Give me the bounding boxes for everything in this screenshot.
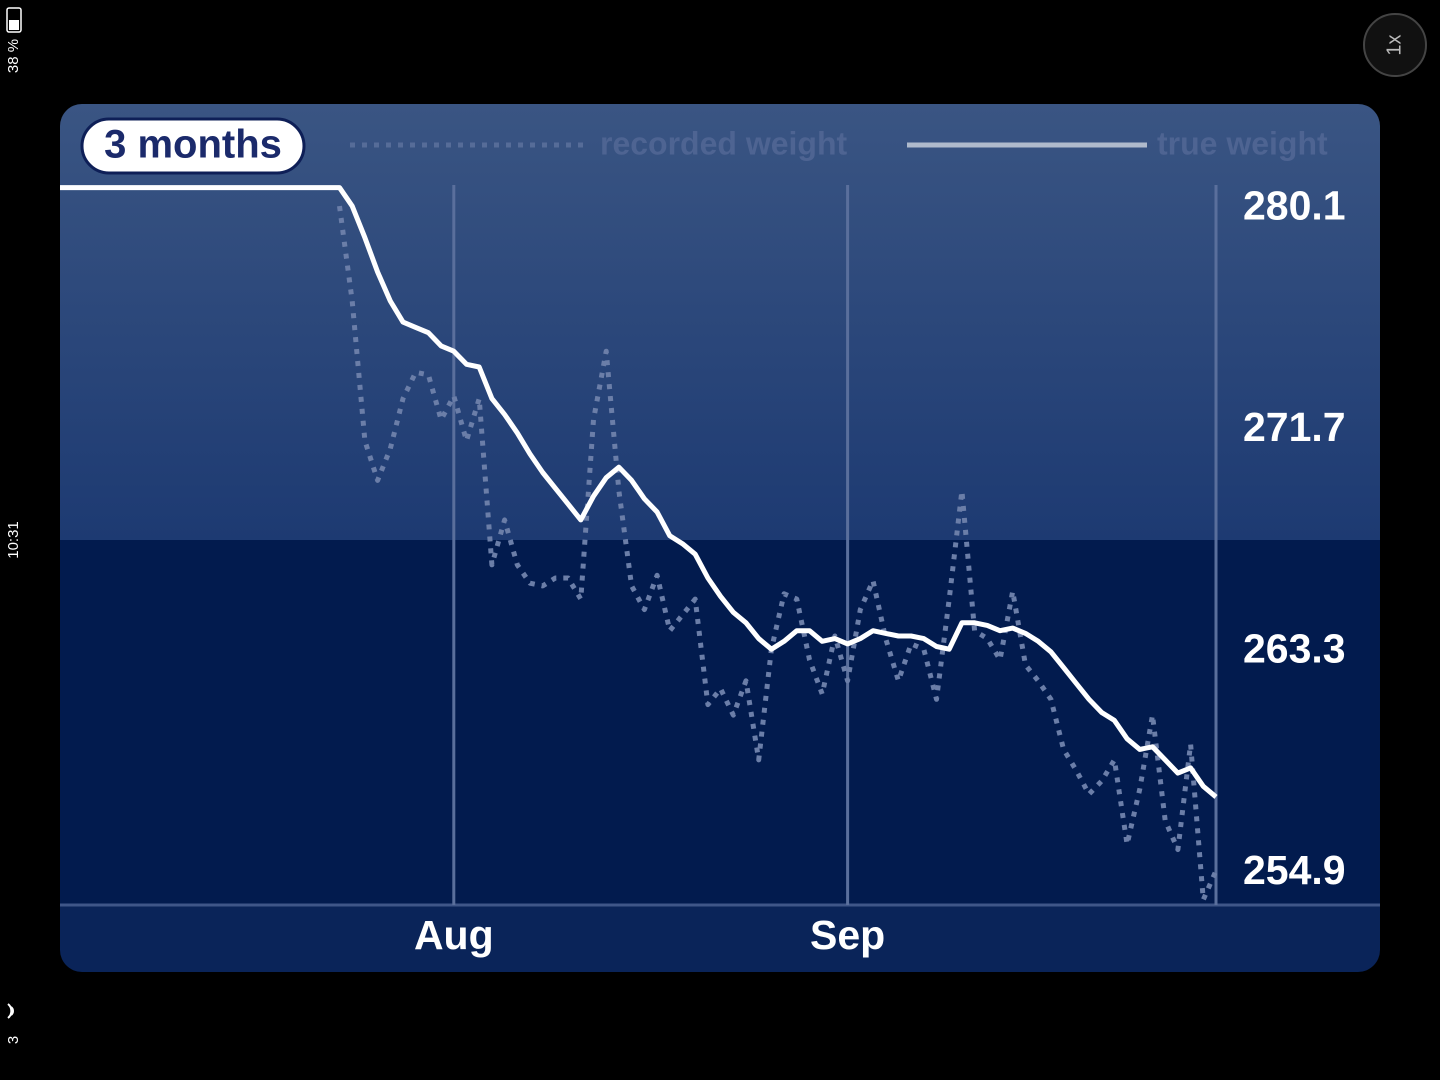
x-axis-strip [60,905,1380,972]
battery-icon [6,7,22,33]
zoom-button-bg[interactable] [1363,13,1427,77]
legend: recorded weight true weight [350,125,1328,161]
y-tick-label: 271.7 [1243,404,1346,450]
status-bar: 38 % 10:31 3 [5,7,22,1044]
y-tick-label: 254.9 [1243,847,1346,893]
panel-upper [60,104,1380,540]
range-button-bg[interactable] [80,117,306,175]
clock: 10:31 [5,521,22,559]
x-tick-label: Sep [810,912,885,958]
x-tick-label: Aug [414,912,494,958]
y-tick-label: 263.3 [1243,626,1346,672]
y-tick-label: 280.1 [1243,183,1346,229]
panel [60,104,1380,972]
carrier: 3 [5,1036,22,1044]
wifi-icon [7,1003,14,1019]
plot-area [60,185,1219,905]
battery-level [9,20,19,30]
legend-label: true weight [1157,125,1328,161]
range-button[interactable]: 3 months [80,117,306,175]
zoom-button[interactable]: 1x [1363,13,1427,77]
axis-labels: 254.9 263.3 271.7 280.1 Aug Sep [414,183,1346,958]
legend-label: recorded weight [600,125,848,161]
series-line [60,185,1218,799]
battery-text: 38 % [5,39,22,73]
range-button-label[interactable]: 3 months [104,123,282,167]
panel-lower [60,540,1380,905]
zoom-button-label[interactable]: 1x [1383,34,1405,55]
